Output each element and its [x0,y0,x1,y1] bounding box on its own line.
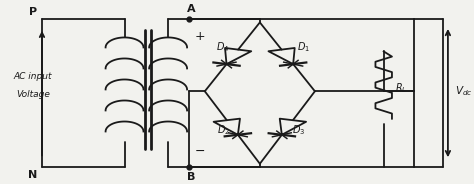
Text: B: B [187,172,195,182]
Text: Voltage: Voltage [16,90,50,99]
Text: $D_2$: $D_2$ [217,123,230,137]
Text: $D_3$: $D_3$ [292,123,305,137]
Text: $D_1$: $D_1$ [297,40,310,54]
Text: −: − [195,145,205,158]
Text: +: + [195,30,206,43]
Text: AC input: AC input [14,72,52,81]
Text: P: P [29,7,37,17]
Text: N: N [28,170,37,180]
Text: $D_4$: $D_4$ [217,40,230,54]
Text: $R_L$: $R_L$ [395,81,407,95]
Text: $V_{dc}$: $V_{dc}$ [455,84,473,98]
Text: A: A [187,4,195,14]
